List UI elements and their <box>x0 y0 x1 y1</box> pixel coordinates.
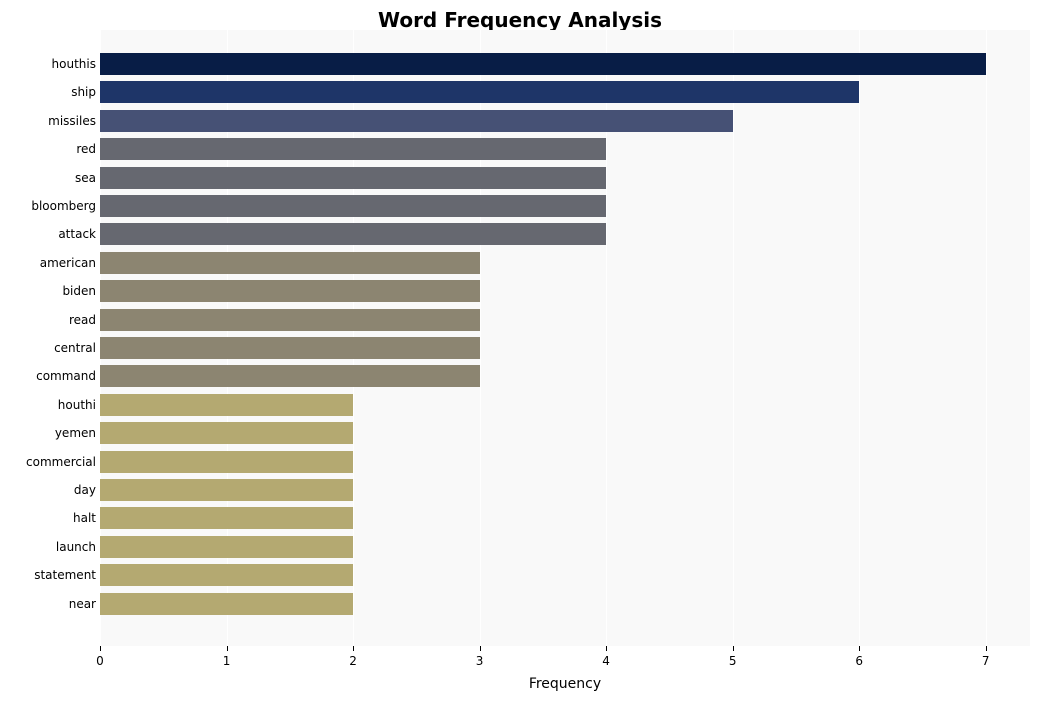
x-tick-label: 6 <box>855 654 863 668</box>
bar <box>100 252 480 274</box>
y-tick-label: missiles <box>48 114 96 128</box>
bar <box>100 53 986 75</box>
y-axis: houthis ship missiles red sea bloomberg attack… <box>0 30 96 646</box>
bar <box>100 422 353 444</box>
x-tick-mark <box>227 646 228 651</box>
bar <box>100 195 606 217</box>
y-tick-label: sea <box>75 171 96 185</box>
bar <box>100 110 733 132</box>
y-tick-label: red <box>76 142 96 156</box>
x-tick-mark <box>606 646 607 651</box>
bar <box>100 337 480 359</box>
y-tick-label: read <box>69 313 96 327</box>
y-tick-label: houthi <box>58 398 96 412</box>
y-tick-label: statement <box>34 568 96 582</box>
y-tick-label: halt <box>73 511 96 525</box>
y-tick-label: attack <box>58 227 96 241</box>
plot-area <box>100 30 1030 646</box>
bar <box>100 280 480 302</box>
x-tick-label: 5 <box>729 654 737 668</box>
bar <box>100 593 353 615</box>
y-tick-label: yemen <box>55 426 96 440</box>
bar <box>100 138 606 160</box>
bar <box>100 394 353 416</box>
y-tick-label: day <box>74 483 96 497</box>
x-tick-label: 0 <box>96 654 104 668</box>
y-tick-label: near <box>69 597 96 611</box>
gridline <box>986 30 987 646</box>
y-tick-label: biden <box>62 284 96 298</box>
gridline <box>733 30 734 646</box>
bar <box>100 564 353 586</box>
bar <box>100 309 480 331</box>
word-frequency-chart: Word Frequency Analysis houthis ship missi… <box>0 0 1040 701</box>
y-tick-label: american <box>40 256 96 270</box>
bar <box>100 536 353 558</box>
x-tick-label: 1 <box>223 654 231 668</box>
bar <box>100 479 353 501</box>
y-tick-label: bloomberg <box>31 199 96 213</box>
x-tick-mark <box>859 646 860 651</box>
gridline <box>859 30 860 646</box>
x-tick-label: 3 <box>476 654 484 668</box>
x-tick-label: 7 <box>982 654 990 668</box>
bar <box>100 81 859 103</box>
x-axis: Frequency 01234567 <box>100 646 1030 701</box>
y-tick-label: central <box>54 341 96 355</box>
y-tick-label: command <box>36 369 96 383</box>
x-tick-mark <box>480 646 481 651</box>
x-tick-label: 4 <box>602 654 610 668</box>
bar <box>100 167 606 189</box>
x-tick-mark <box>353 646 354 651</box>
y-tick-label: commercial <box>26 455 96 469</box>
x-axis-title: Frequency <box>100 676 1030 692</box>
bar <box>100 365 480 387</box>
bar <box>100 223 606 245</box>
x-tick-mark <box>986 646 987 651</box>
x-tick-mark <box>100 646 101 651</box>
bar <box>100 507 353 529</box>
x-tick-label: 2 <box>349 654 357 668</box>
bar <box>100 451 353 473</box>
y-tick-label: launch <box>56 540 96 554</box>
chart-title: Word Frequency Analysis <box>0 8 1040 32</box>
y-tick-label: houthis <box>52 57 96 71</box>
y-tick-label: ship <box>71 85 96 99</box>
x-tick-mark <box>733 646 734 651</box>
